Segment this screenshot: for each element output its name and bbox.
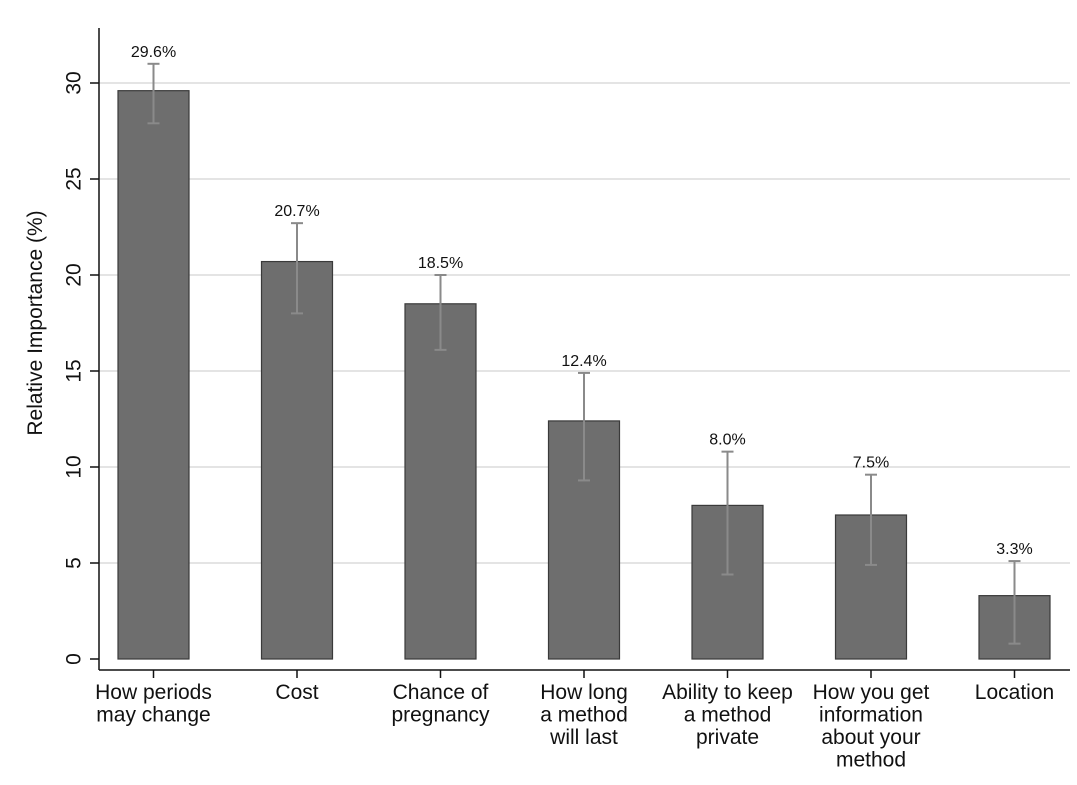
data-label: 3.3% [996, 541, 1032, 558]
x-category-label-line: method [836, 749, 906, 772]
y-axis-title: Relative Importance (%) [24, 210, 47, 435]
y-tick-label: 25 [62, 167, 85, 190]
x-category-label-line: information [819, 704, 923, 727]
x-category-label-line: will last [549, 726, 618, 749]
x-category-label-line: Cost [275, 681, 318, 704]
x-category-label: Ability to keep a method private [662, 681, 793, 749]
x-category-label-line: about your [821, 726, 920, 749]
x-category-label: How long a method will last [540, 681, 628, 749]
x-category-label: How you get information about your method [813, 681, 930, 772]
axes [90, 28, 1070, 678]
data-label: 7.5% [853, 455, 889, 472]
x-category-label-line: pregnancy [391, 704, 490, 727]
y-tick-label: 30 [62, 71, 85, 94]
y-tick-label: 10 [62, 455, 85, 478]
labels: 0 5 10 15 20 25 30 29.6% How periods may change 20… [62, 44, 1054, 772]
bar [260, 260, 334, 660]
x-category-label-line: Ability to keep [662, 681, 793, 704]
data-label: 20.7% [274, 203, 319, 220]
y-tick-label: 15 [62, 359, 85, 382]
y-tick-label: 0 [62, 653, 85, 665]
x-category-label-line: How long [540, 681, 628, 704]
y-tick-label: 20 [62, 263, 85, 286]
x-category-label: Cost [275, 681, 318, 704]
gridlines [99, 82, 1070, 564]
bar [117, 90, 190, 660]
x-category-label: How periods may change [95, 681, 212, 727]
x-category-label-line: Location [975, 681, 1054, 704]
x-category-label-line: a method [684, 704, 772, 727]
data-label: 29.6% [131, 44, 176, 61]
data-label: 18.5% [418, 255, 463, 272]
data-label: 8.0% [709, 432, 745, 449]
x-category-label: Chance of pregnancy [391, 681, 490, 727]
x-category-label-line: How periods [95, 681, 212, 704]
error-bars [147, 62, 1021, 645]
x-category-label-line: private [696, 726, 759, 749]
data-label: 12.4% [561, 353, 606, 370]
x-category-label-line: a method [540, 704, 628, 727]
x-category-label-line: How you get [813, 681, 930, 704]
x-category-label-line: may change [96, 704, 210, 727]
bar [404, 303, 477, 660]
x-category-label-line: Chance of [393, 681, 489, 704]
x-category-label: Location [975, 681, 1054, 704]
y-tick-label: 5 [62, 557, 85, 569]
